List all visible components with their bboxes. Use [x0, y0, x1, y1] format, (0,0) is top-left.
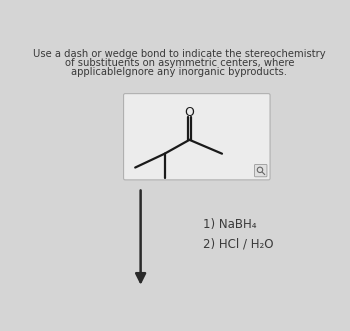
Text: Use a dash or wedge bond to indicate the stereochemistry: Use a dash or wedge bond to indicate the…	[33, 49, 326, 59]
FancyBboxPatch shape	[254, 165, 267, 177]
Text: applicableIgnore any inorganic byproducts.: applicableIgnore any inorganic byproduct…	[71, 68, 287, 77]
FancyBboxPatch shape	[124, 94, 270, 180]
Text: O: O	[184, 106, 194, 118]
Text: 2) HCl / H₂O: 2) HCl / H₂O	[203, 237, 273, 250]
Text: 1) NaBH₄: 1) NaBH₄	[203, 218, 256, 231]
Text: of substituents on asymmetric centers, where: of substituents on asymmetric centers, w…	[65, 58, 294, 68]
